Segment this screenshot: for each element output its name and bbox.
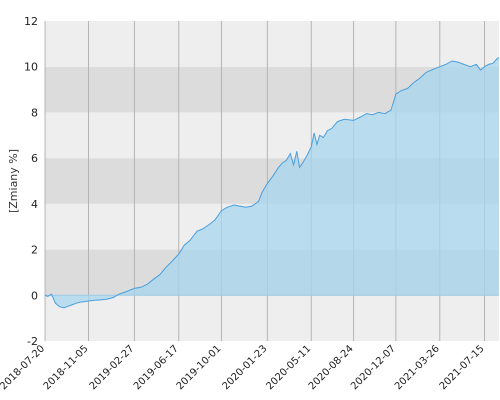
plot-band (45, 21, 499, 67)
y-tick-label: 10 (24, 61, 38, 74)
y-tick-label: 6 (31, 152, 38, 165)
series-area (44, 57, 500, 309)
x-tick-label: 2018-11-05 (42, 343, 91, 392)
y-tick-label: 8 (31, 106, 38, 119)
x-tick-label: 2019-06-17 (132, 343, 181, 392)
plot-band (45, 295, 499, 341)
x-tick-label: 2019-10-01 (175, 343, 224, 392)
x-tick-label: 2018-07-20 (0, 343, 47, 392)
x-tick-label: 2021-03-26 (393, 343, 442, 392)
y-tick-label: 12 (24, 15, 38, 28)
y-axis-label: [Zmiany %] (7, 149, 20, 213)
y-tick-label: -2 (27, 335, 38, 348)
y-axis-ticks: -2 0 2 4 6 8 10 12 (24, 15, 38, 348)
x-tick-label: 2019-02-27 (88, 343, 137, 392)
series-line (44, 57, 500, 309)
x-tick-label: 2020-12-07 (349, 343, 398, 392)
x-axis-ticks: 2018-07-202018-11-052019-02-272019-06-17… (0, 343, 487, 392)
x-tick-label: 2020-01-23 (221, 343, 270, 392)
y-tick-label: 4 (31, 198, 38, 211)
x-tick-label: 2021-07-15 (438, 343, 487, 392)
series-area-fill (45, 57, 499, 308)
y-tick-label: 2 (31, 244, 38, 257)
y-tick-label: 0 (31, 289, 38, 302)
